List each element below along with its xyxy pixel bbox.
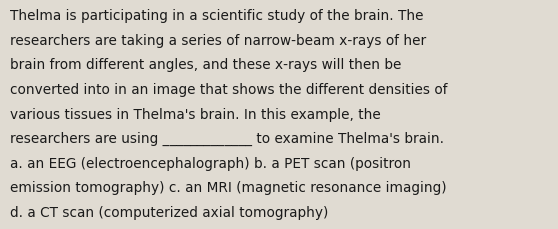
Text: a. an EEG (electroencephalograph) b. a PET scan (positron: a. an EEG (electroencephalograph) b. a P… bbox=[10, 156, 411, 170]
Text: brain from different angles, and these x-rays will then be: brain from different angles, and these x… bbox=[10, 58, 401, 72]
Text: Thelma is participating in a scientific study of the brain. The: Thelma is participating in a scientific … bbox=[10, 9, 424, 23]
Text: d. a CT scan (computerized axial tomography): d. a CT scan (computerized axial tomogra… bbox=[10, 205, 329, 219]
Text: emission tomography) c. an MRI (magnetic resonance imaging): emission tomography) c. an MRI (magnetic… bbox=[10, 181, 446, 195]
Text: researchers are using _____________ to examine Thelma's brain.: researchers are using _____________ to e… bbox=[10, 132, 444, 146]
Text: various tissues in Thelma's brain. In this example, the: various tissues in Thelma's brain. In th… bbox=[10, 107, 381, 121]
Text: researchers are taking a series of narrow-beam x-rays of her: researchers are taking a series of narro… bbox=[10, 34, 426, 48]
Text: converted into in an image that shows the different densities of: converted into in an image that shows th… bbox=[10, 83, 448, 97]
